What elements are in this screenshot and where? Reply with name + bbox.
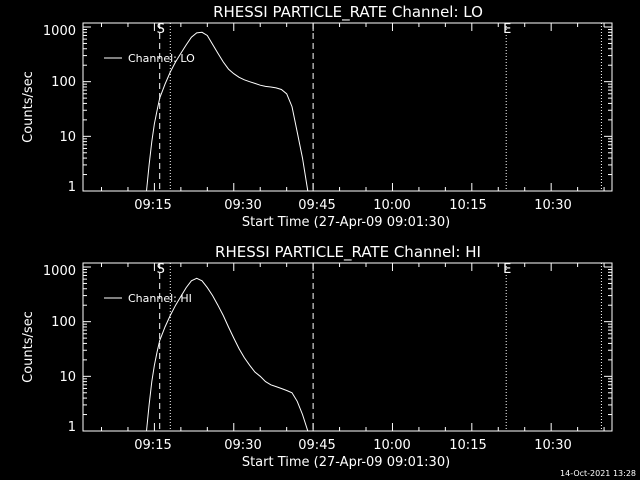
y-tick-label: 1000 — [43, 24, 76, 39]
y-axis-labels: 1000 100 10 1 — [43, 264, 76, 435]
time-marker-label: E — [503, 262, 511, 277]
time-marker-label: E — [503, 22, 511, 37]
x-axis-labels: 09:15 09:30 09:45 10:00 10:15 10:30 — [134, 438, 571, 453]
y-tick-label: 100 — [51, 75, 76, 90]
x-tick-label: 10:00 — [373, 198, 410, 213]
y-axis-label: Counts/sec — [21, 71, 36, 143]
axis-ticks — [83, 23, 612, 192]
panel-lo: RHESSI PARTICLE_RATE Channel: LO 1000 10… — [21, 3, 613, 230]
y-tick-label: 1 — [68, 420, 76, 435]
x-axis-label: Start Time (27-Apr-09 09:01:30) — [242, 455, 450, 470]
plot-frame — [82, 262, 613, 432]
legend-label: Channel: LO — [128, 52, 195, 65]
x-tick-label: 09:15 — [134, 198, 171, 213]
y-tick-label: 1000 — [43, 264, 76, 279]
x-tick-label: 10:15 — [449, 438, 486, 453]
x-tick-label: 10:30 — [534, 198, 571, 213]
y-axis-label: Counts/sec — [21, 311, 36, 383]
time-marker-label: S — [157, 22, 165, 37]
x-tick-label: 10:00 — [373, 438, 410, 453]
x-axis-labels: 09:15 09:30 09:45 10:00 10:15 10:30 — [134, 198, 571, 213]
panel-hi: RHESSI PARTICLE_RATE Channel: HI 1000 10… — [21, 243, 613, 470]
footer-timestamp: 14-Oct-2021 13:28 — [560, 469, 636, 478]
y-tick-label: 1 — [68, 180, 76, 195]
chart-title: RHESSI PARTICLE_RATE Channel: LO — [213, 3, 483, 22]
time-marker-label: S — [157, 262, 165, 277]
y-tick-label: 10 — [59, 370, 76, 385]
x-tick-label: 09:15 — [134, 438, 171, 453]
y-tick-label: 10 — [59, 130, 76, 145]
series-line-lo — [146, 31, 309, 192]
x-tick-label: 10:30 — [534, 438, 571, 453]
axis-ticks — [83, 263, 612, 432]
x-tick-label: 10:15 — [449, 198, 486, 213]
series-line-hi — [146, 277, 309, 432]
x-tick-label: 09:30 — [224, 438, 261, 453]
y-tick-label: 100 — [51, 315, 76, 330]
y-axis-labels: 1000 100 10 1 — [43, 24, 76, 195]
chart-title: RHESSI PARTICLE_RATE Channel: HI — [215, 243, 481, 262]
x-tick-label: 09:30 — [224, 198, 261, 213]
x-axis-label: Start Time (27-Apr-09 09:01:30) — [242, 215, 450, 230]
plot-frame — [82, 22, 613, 192]
x-tick-label: 09:45 — [298, 438, 335, 453]
x-tick-label: 09:45 — [298, 198, 335, 213]
